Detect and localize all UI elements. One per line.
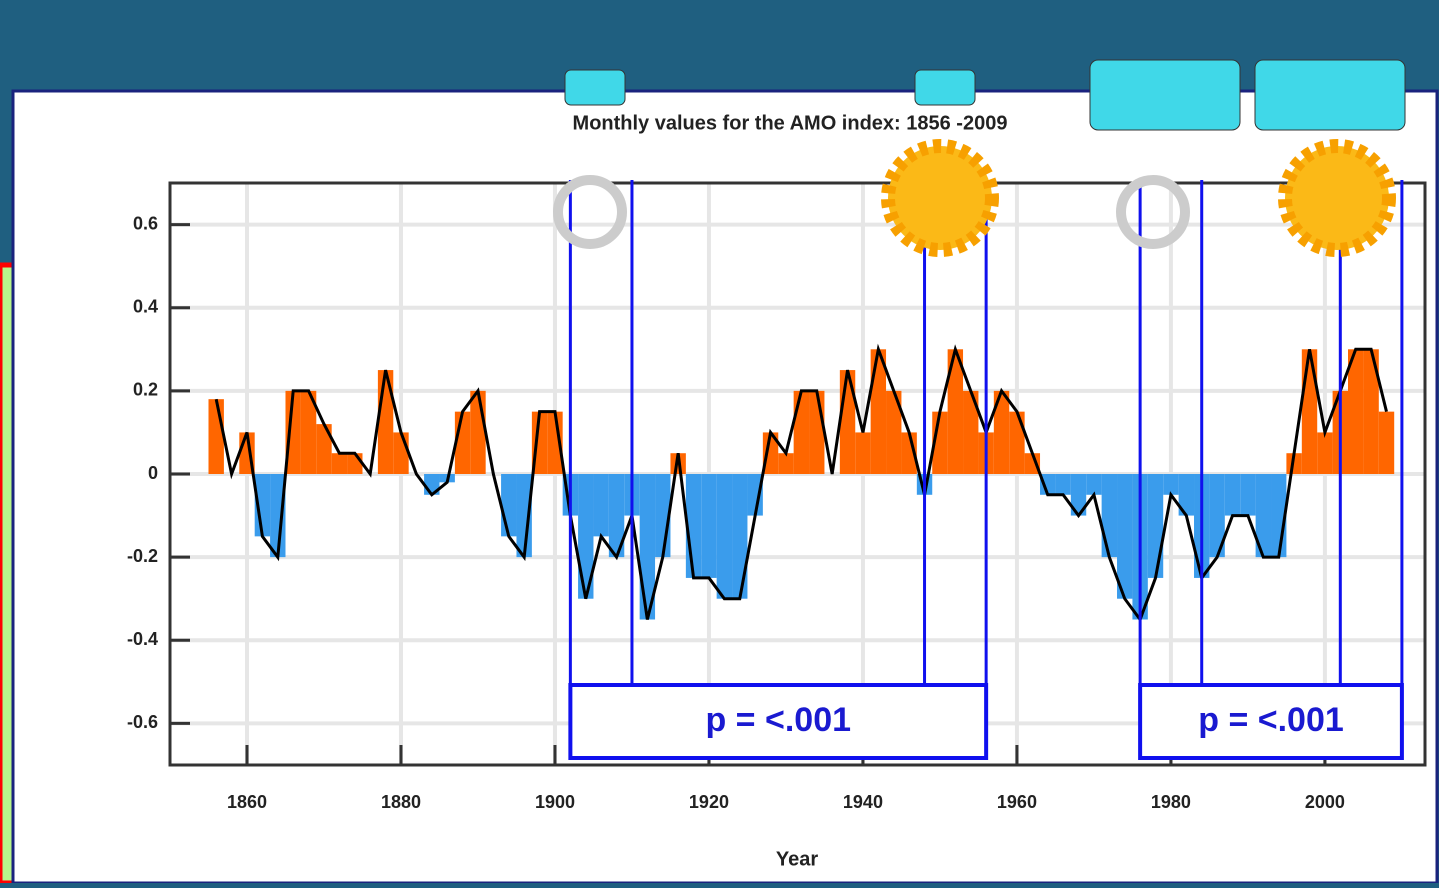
bar (1009, 411, 1025, 474)
bar (578, 474, 594, 599)
bar (716, 474, 733, 599)
boat-icon (914, 69, 976, 106)
bar (547, 411, 563, 474)
bar (1055, 474, 1071, 495)
bar (639, 474, 656, 620)
bar (1224, 474, 1241, 516)
bar (747, 474, 763, 516)
decor (553, 59, 1406, 257)
p-value-box (1138, 683, 1404, 760)
bar (501, 474, 517, 537)
p-value: p = <.001 (705, 701, 851, 739)
boat-icon (1089, 59, 1241, 131)
bar (1163, 474, 1179, 495)
boat-icon (1254, 59, 1406, 131)
bar (809, 390, 825, 474)
bar (393, 432, 409, 474)
p-value-box (568, 683, 989, 760)
bar (516, 474, 532, 558)
x-tick-label: 1920 (689, 792, 729, 812)
bar (1240, 474, 1256, 516)
bar (993, 390, 1010, 474)
bar (701, 474, 717, 578)
y-tick-label: 0.2 (133, 380, 158, 400)
y-tick-label: -0.4 (127, 629, 158, 649)
bar (608, 474, 625, 558)
bar (316, 424, 332, 474)
bar (963, 390, 979, 474)
x-tick-label: 1860 (227, 792, 267, 812)
bar (732, 474, 748, 599)
bar (1317, 432, 1333, 474)
bar (762, 432, 779, 474)
bar (470, 390, 486, 474)
y-tick-label: 0 (148, 463, 158, 483)
bar (1286, 453, 1302, 474)
bar (1117, 474, 1133, 599)
x-tick-label: 1940 (843, 792, 883, 812)
sun-icon (1278, 139, 1396, 257)
bar (886, 390, 902, 474)
bar (347, 453, 363, 474)
x-tick-label: 1900 (535, 792, 575, 812)
bar (1147, 474, 1164, 578)
bar (1301, 349, 1318, 474)
smoothed-line (214, 343, 1388, 623)
plot: -0.6 -0.4 -0.2 0 0.2 0.4 0.6 1860 1880 1900 1920 19… (127, 180, 1427, 812)
x-tick-label: 2000 (1305, 792, 1345, 812)
sun-icon (881, 139, 999, 257)
x-axis-label: Year (776, 848, 818, 870)
y-tick-label: 0.6 (133, 213, 158, 233)
bar (1178, 474, 1195, 516)
bar (1363, 349, 1379, 474)
bar (208, 399, 224, 474)
snowflake-icon (1116, 175, 1190, 249)
y-tick-label: -0.6 (127, 712, 158, 732)
y-tick-label: 0.4 (133, 296, 158, 316)
bar (1255, 474, 1272, 558)
bar (1378, 411, 1395, 474)
bar (1070, 474, 1087, 516)
plot-frame (168, 181, 1427, 767)
bar (593, 474, 609, 537)
bar (1101, 474, 1118, 558)
x-tick-label: 1880 (381, 792, 421, 812)
bar (947, 349, 964, 474)
chart-title: Monthly values for the AMO index: 1856 -… (573, 112, 1008, 134)
x-tick-label: 1960 (997, 792, 1037, 812)
bar (1209, 474, 1225, 558)
bar (1348, 349, 1364, 474)
bar (870, 349, 887, 474)
bar (855, 432, 871, 474)
bar (778, 453, 794, 474)
bar (1024, 453, 1041, 474)
boat-icon (564, 69, 626, 106)
bar (270, 474, 286, 558)
bar (254, 474, 271, 537)
bar (1040, 474, 1056, 495)
bar (331, 453, 348, 474)
bar (1086, 474, 1102, 495)
bar (793, 390, 810, 474)
x-tick-label: 1980 (1151, 792, 1191, 812)
bar (300, 390, 317, 474)
bar (285, 390, 301, 474)
snowflake-icon (553, 175, 627, 249)
p-value: p = <.001 (1198, 701, 1344, 739)
y-tick-label: -0.2 (127, 546, 158, 566)
